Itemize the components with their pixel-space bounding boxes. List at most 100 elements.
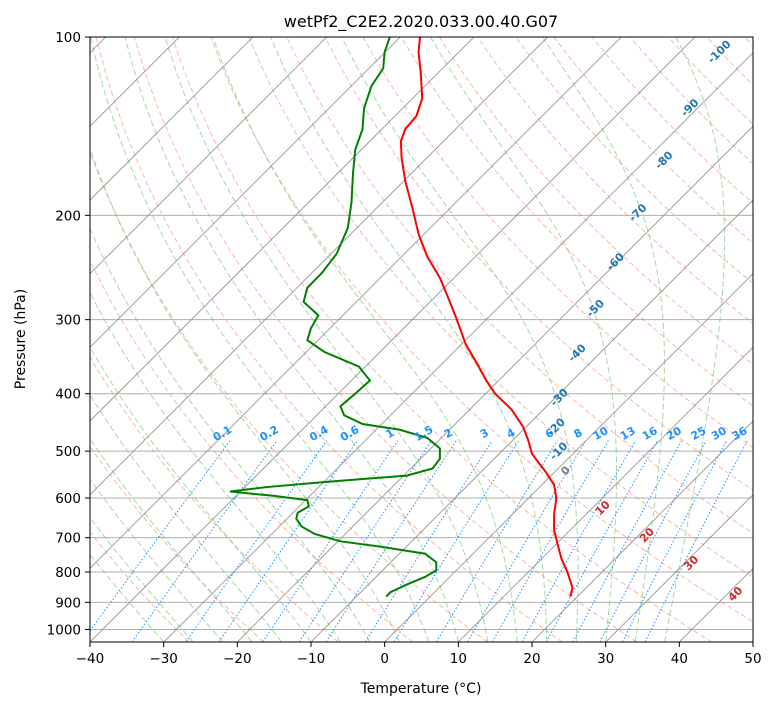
mixing-ratio-line	[131, 440, 278, 642]
mixing-ratio-line	[262, 440, 399, 642]
moist-adiabat	[90, 291, 341, 642]
dry-adiabat	[668, 37, 753, 125]
moist-adiabat	[341, 37, 579, 642]
moist-adiabat	[164, 37, 489, 642]
mixing-ratio-label: 0.6	[338, 423, 362, 444]
y-axis: 100 200 300 400 500 600 700 800 900 1000	[47, 30, 90, 638]
x-tick-label: 20	[523, 651, 540, 667]
dry-adiabat	[553, 37, 753, 244]
x-tick-label: −20	[223, 651, 252, 667]
y-tick-label: 100	[55, 30, 81, 46]
mixing-ratio-label: 16	[640, 424, 660, 443]
moist-adiabat-label: -70	[626, 201, 649, 224]
dry-adiabat	[439, 37, 753, 366]
moist-adiabat	[90, 394, 282, 642]
y-tick-label: 1000	[47, 622, 81, 638]
y-tick-label: 700	[55, 531, 81, 547]
mixing-ratio-label: 2	[442, 426, 455, 441]
moist-adiabat	[270, 37, 548, 642]
x-axis-label: Temperature (°C)	[360, 681, 482, 697]
x-tick-label: 0	[380, 651, 389, 667]
mixing-ratio-label: 3	[478, 426, 491, 441]
dry-adiabat	[477, 37, 753, 325]
mixing-ratio-label: 0.2	[257, 423, 280, 444]
x-tick-label: 40	[671, 651, 688, 667]
moist-adiabat-label: -80	[652, 148, 675, 171]
isotherm-line	[237, 125, 753, 642]
dry-adiabat	[90, 150, 488, 642]
mixing-ratio-line	[298, 440, 432, 642]
y-tick-label: 200	[55, 208, 81, 224]
mixing-ratio-label: 4	[504, 426, 517, 441]
mixing-ratio-line	[572, 440, 683, 642]
dry-adiabat	[133, 37, 638, 642]
moist-adiabat	[90, 37, 430, 642]
mixing-ratio-line	[218, 440, 358, 642]
dry-adiabat	[210, 37, 753, 623]
isotherm-line	[679, 567, 753, 642]
moist-adiabat	[90, 437, 253, 642]
temperature-line	[399, 37, 574, 597]
moist-adiabat	[124, 37, 459, 642]
x-tick-label: 10	[450, 651, 467, 667]
moist-adiabat	[90, 478, 223, 642]
moist-adiabat	[664, 37, 726, 642]
x-tick-label: −30	[149, 651, 178, 667]
line-labels: 0.1 0.2 0.4 0.6 1 1.5 2 3 4 6 8 10 13 16 20 25 30 36-100-…	[211, 37, 750, 604]
y-tick-label: 600	[55, 491, 81, 507]
isotherm-line	[90, 37, 548, 496]
mixing-ratio-line	[491, 440, 609, 642]
mixing-ratio-label: 13	[618, 424, 638, 443]
dry-adiabat	[90, 259, 414, 642]
isotherm-line	[90, 37, 622, 569]
x-tick-label: 50	[744, 651, 761, 667]
mixing-ratio-line	[185, 440, 328, 642]
dry-adiabat	[95, 37, 563, 642]
moist-adiabat	[90, 345, 312, 642]
isotherm-line	[90, 37, 327, 275]
y-axis-label: Pressure (hPa)	[13, 289, 29, 389]
dry-adiabat	[400, 37, 753, 407]
isotherm-line	[752, 641, 753, 642]
plot-frame	[89, 36, 754, 643]
dry-adiabat	[90, 356, 339, 642]
dry-adiabat-label: 40	[725, 584, 745, 604]
x-tick-label: −10	[297, 651, 326, 667]
dry-adiabat-label: 10	[593, 498, 613, 518]
dry-adiabat	[90, 445, 264, 642]
y-tick-label: 500	[55, 444, 81, 460]
moist-adiabat	[90, 553, 165, 642]
dry-adiabat	[515, 37, 753, 284]
x-tick-label: 30	[597, 651, 614, 667]
isotherm-line	[163, 52, 753, 642]
mixing-ratio-label: 30	[709, 424, 729, 443]
dry-adiabat	[171, 37, 712, 642]
mixing-ratio-label: 8	[571, 426, 584, 441]
isotherm-line	[90, 37, 696, 642]
y-tick-label: 900	[55, 595, 81, 611]
mixing-ratio-line	[325, 440, 457, 642]
dry-adiabat	[90, 531, 190, 642]
dry-adiabat	[706, 37, 753, 86]
moist-adiabat-label: -30	[548, 386, 571, 409]
isotherm-line	[90, 37, 401, 348]
dry-adiabat	[324, 37, 753, 491]
sounding-profiles	[229, 37, 574, 598]
moist-adiabat-label: -100	[705, 37, 734, 66]
moist-adiabat	[430, 37, 618, 642]
x-tick-label: −40	[76, 651, 105, 667]
moist-adiabat	[542, 37, 665, 642]
isotherm-line	[605, 494, 753, 642]
isotherm-line	[458, 346, 753, 642]
dewpoint-line	[229, 37, 441, 598]
dry-adiabat	[362, 37, 753, 449]
isotherm-line	[384, 273, 753, 642]
moist-adiabat	[90, 227, 371, 642]
mixing-ratio-line	[621, 440, 728, 642]
dry-adiabat	[744, 37, 753, 47]
isotherm-line	[310, 199, 753, 642]
moist-adiabat-label: -40	[566, 341, 589, 364]
mixing-ratio-label: 0.1	[211, 423, 234, 444]
mixing-ratio-line	[599, 440, 707, 642]
moist-adiabat-label: -90	[678, 96, 701, 119]
